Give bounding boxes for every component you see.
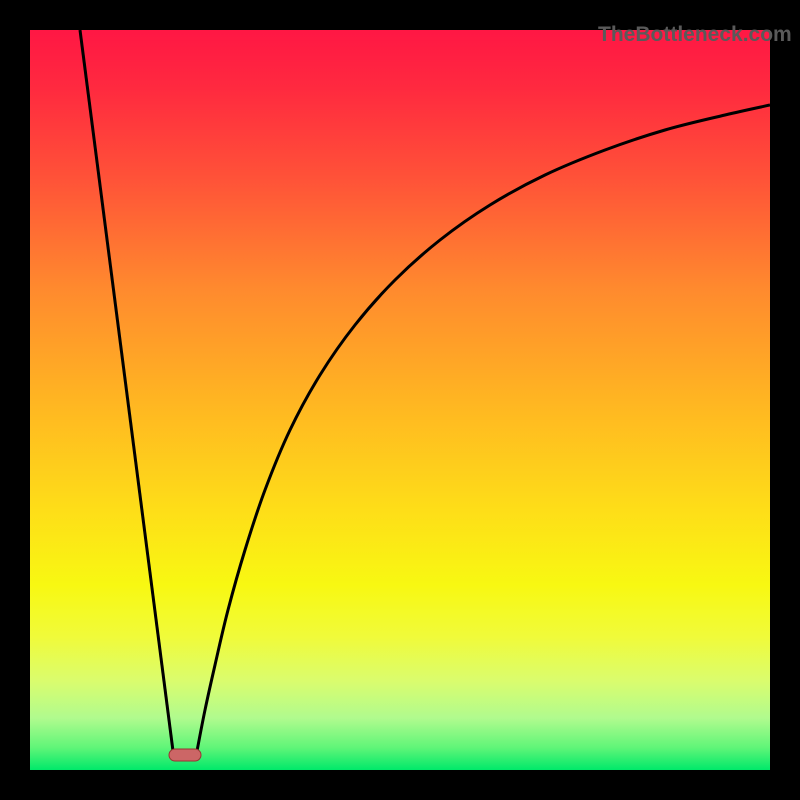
bottleneck-marker <box>169 749 201 761</box>
chart-container: TheBottleneck.com <box>0 0 800 800</box>
watermark-text: TheBottleneck.com <box>598 23 792 47</box>
plot-area <box>30 30 770 770</box>
left-curve <box>80 30 173 751</box>
right-curve <box>197 105 770 751</box>
bottleneck-curves <box>30 30 770 770</box>
